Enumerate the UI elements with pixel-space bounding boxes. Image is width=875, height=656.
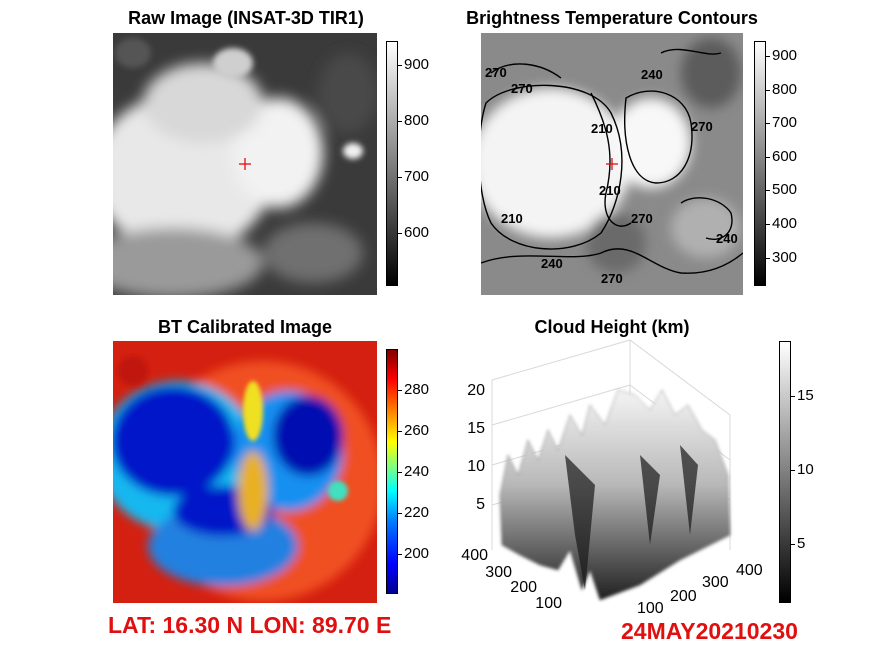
center-marker [606, 158, 618, 170]
z-tick-10: 10 [467, 458, 485, 475]
cloud-height-title: Cloud Height (km) [534, 317, 690, 337]
bt-calibrated-svg [113, 341, 377, 603]
contours-colorbar-tick: 500 [772, 181, 798, 199]
contours-title: Brightness Temperature Contours [466, 8, 758, 28]
bt-calibrated-colorbar-tick: 280 [404, 381, 430, 398]
bt-calibrated-colorbar [386, 349, 398, 594]
svg-text:210: 210 [599, 183, 621, 198]
contours-panel: 270 270 210 210 240 270 210 270 240 240 … [481, 33, 743, 295]
bt-calibrated-colorbar-tick-mark [398, 390, 402, 391]
raw-image-title: Raw Image (INSAT-3D TIR1) [128, 8, 364, 28]
raw-image-colorbar [386, 41, 398, 286]
raw-image-colorbar-tick-mark [398, 121, 402, 122]
cloud-height-colorbar-tick: 5 [797, 535, 806, 552]
contours-colorbar-tick: 300 [772, 248, 798, 266]
z-tick-5: 5 [476, 496, 485, 513]
raw-image-svg [113, 33, 377, 295]
svg-text:270: 270 [691, 119, 713, 134]
bt-calibrated-colorbar-tick: 260 [404, 422, 430, 439]
x-tick-200: 200 [670, 588, 697, 605]
contours-colorbar-tick-mark [766, 257, 770, 259]
raw-image-colorbar-tick: 600 [404, 224, 430, 241]
cloud-height-colorbar [779, 341, 791, 603]
cloud-height-colorbar-tick-mark [791, 470, 795, 471]
svg-text:270: 270 [511, 81, 533, 96]
x-tick-100: 100 [637, 600, 664, 617]
contours-colorbar-tick: 400 [772, 215, 798, 232]
contours-colorbar-tick: 800 [772, 80, 798, 98]
cloud-height-colorbar-tick-mark [791, 396, 795, 397]
bt-calibrated-colorbar-tick: 220 [404, 504, 430, 521]
svg-text:210: 210 [501, 211, 523, 226]
y-tick-400: 400 [461, 547, 488, 564]
contours-colorbar-tick-mark [766, 224, 770, 225]
raw-image-colorbar-tick: 900 [404, 56, 430, 73]
bt-calibrated-title: BT Calibrated Image [157, 317, 333, 337]
bt-calibrated-colorbar-tick-mark [398, 554, 402, 555]
bt-calibrated-colorbar-tick: 200 [404, 545, 430, 562]
svg-text:210: 210 [591, 121, 613, 136]
raw-image-colorbar-tick: 700 [404, 168, 430, 185]
svg-text:270: 270 [631, 211, 653, 226]
z-tick-20: 20 [467, 382, 485, 399]
cloud-height-colorbar-tick: 15 [797, 387, 814, 404]
contours-colorbar-tick-mark [766, 156, 770, 158]
bt-calibrated-colorbar-tick-mark [398, 472, 402, 473]
contours-colorbar-tick-mark [766, 190, 770, 192]
svg-text:270: 270 [485, 65, 507, 80]
raw-image-panel [113, 33, 377, 295]
x-tick-300: 300 [702, 574, 729, 591]
center-marker [239, 158, 251, 170]
contours-colorbar-tick: 700 [772, 114, 798, 132]
bt-calibrated-colorbar-tick: 240 [404, 463, 430, 480]
cloud-height-colorbar-tick-mark [791, 544, 795, 545]
contours-colorbar-tick-mark [766, 89, 770, 91]
y-tick-100: 100 [535, 595, 562, 612]
y-tick-300: 300 [485, 564, 512, 581]
bt-calibrated-panel [113, 341, 377, 603]
location-label: LAT: 16.30 N LON: 89.70 E [108, 612, 392, 638]
raw-image-colorbar-tick-mark [398, 233, 402, 234]
bt-calibrated-colorbar-tick-mark [398, 431, 402, 432]
cloud-height-svg: 20 15 10 5 400 300 200 100 100 200 300 4… [461, 339, 763, 617]
timestamp-label: 24MAY20210230 [621, 618, 798, 644]
contours-colorbar-tick-mark [766, 56, 770, 57]
contours-svg: 270 270 210 210 240 270 210 270 240 240 … [481, 33, 743, 295]
cloud-height-colorbar-tick: 10 [797, 461, 814, 478]
y-tick-200: 200 [510, 579, 537, 596]
svg-text:240: 240 [716, 231, 738, 246]
raw-image-colorbar-tick: 800 [404, 112, 430, 129]
svg-text:240: 240 [541, 256, 563, 271]
contours-colorbar-tick: 600 [772, 147, 798, 165]
raw-image-colorbar-tick-mark [398, 177, 402, 178]
contours-colorbar-tick-mark [766, 123, 770, 125]
contours-colorbar [754, 41, 766, 286]
svg-text:270: 270 [601, 271, 623, 286]
z-tick-15: 15 [467, 420, 485, 437]
raw-image-colorbar-tick-mark [398, 65, 402, 66]
svg-text:240: 240 [641, 67, 663, 82]
contours-colorbar-tick: 900 [772, 47, 798, 64]
cloud-height-panel: 20 15 10 5 400 300 200 100 100 200 300 4… [440, 335, 770, 620]
x-tick-400: 400 [736, 562, 763, 579]
bt-calibrated-colorbar-tick-mark [398, 513, 402, 514]
